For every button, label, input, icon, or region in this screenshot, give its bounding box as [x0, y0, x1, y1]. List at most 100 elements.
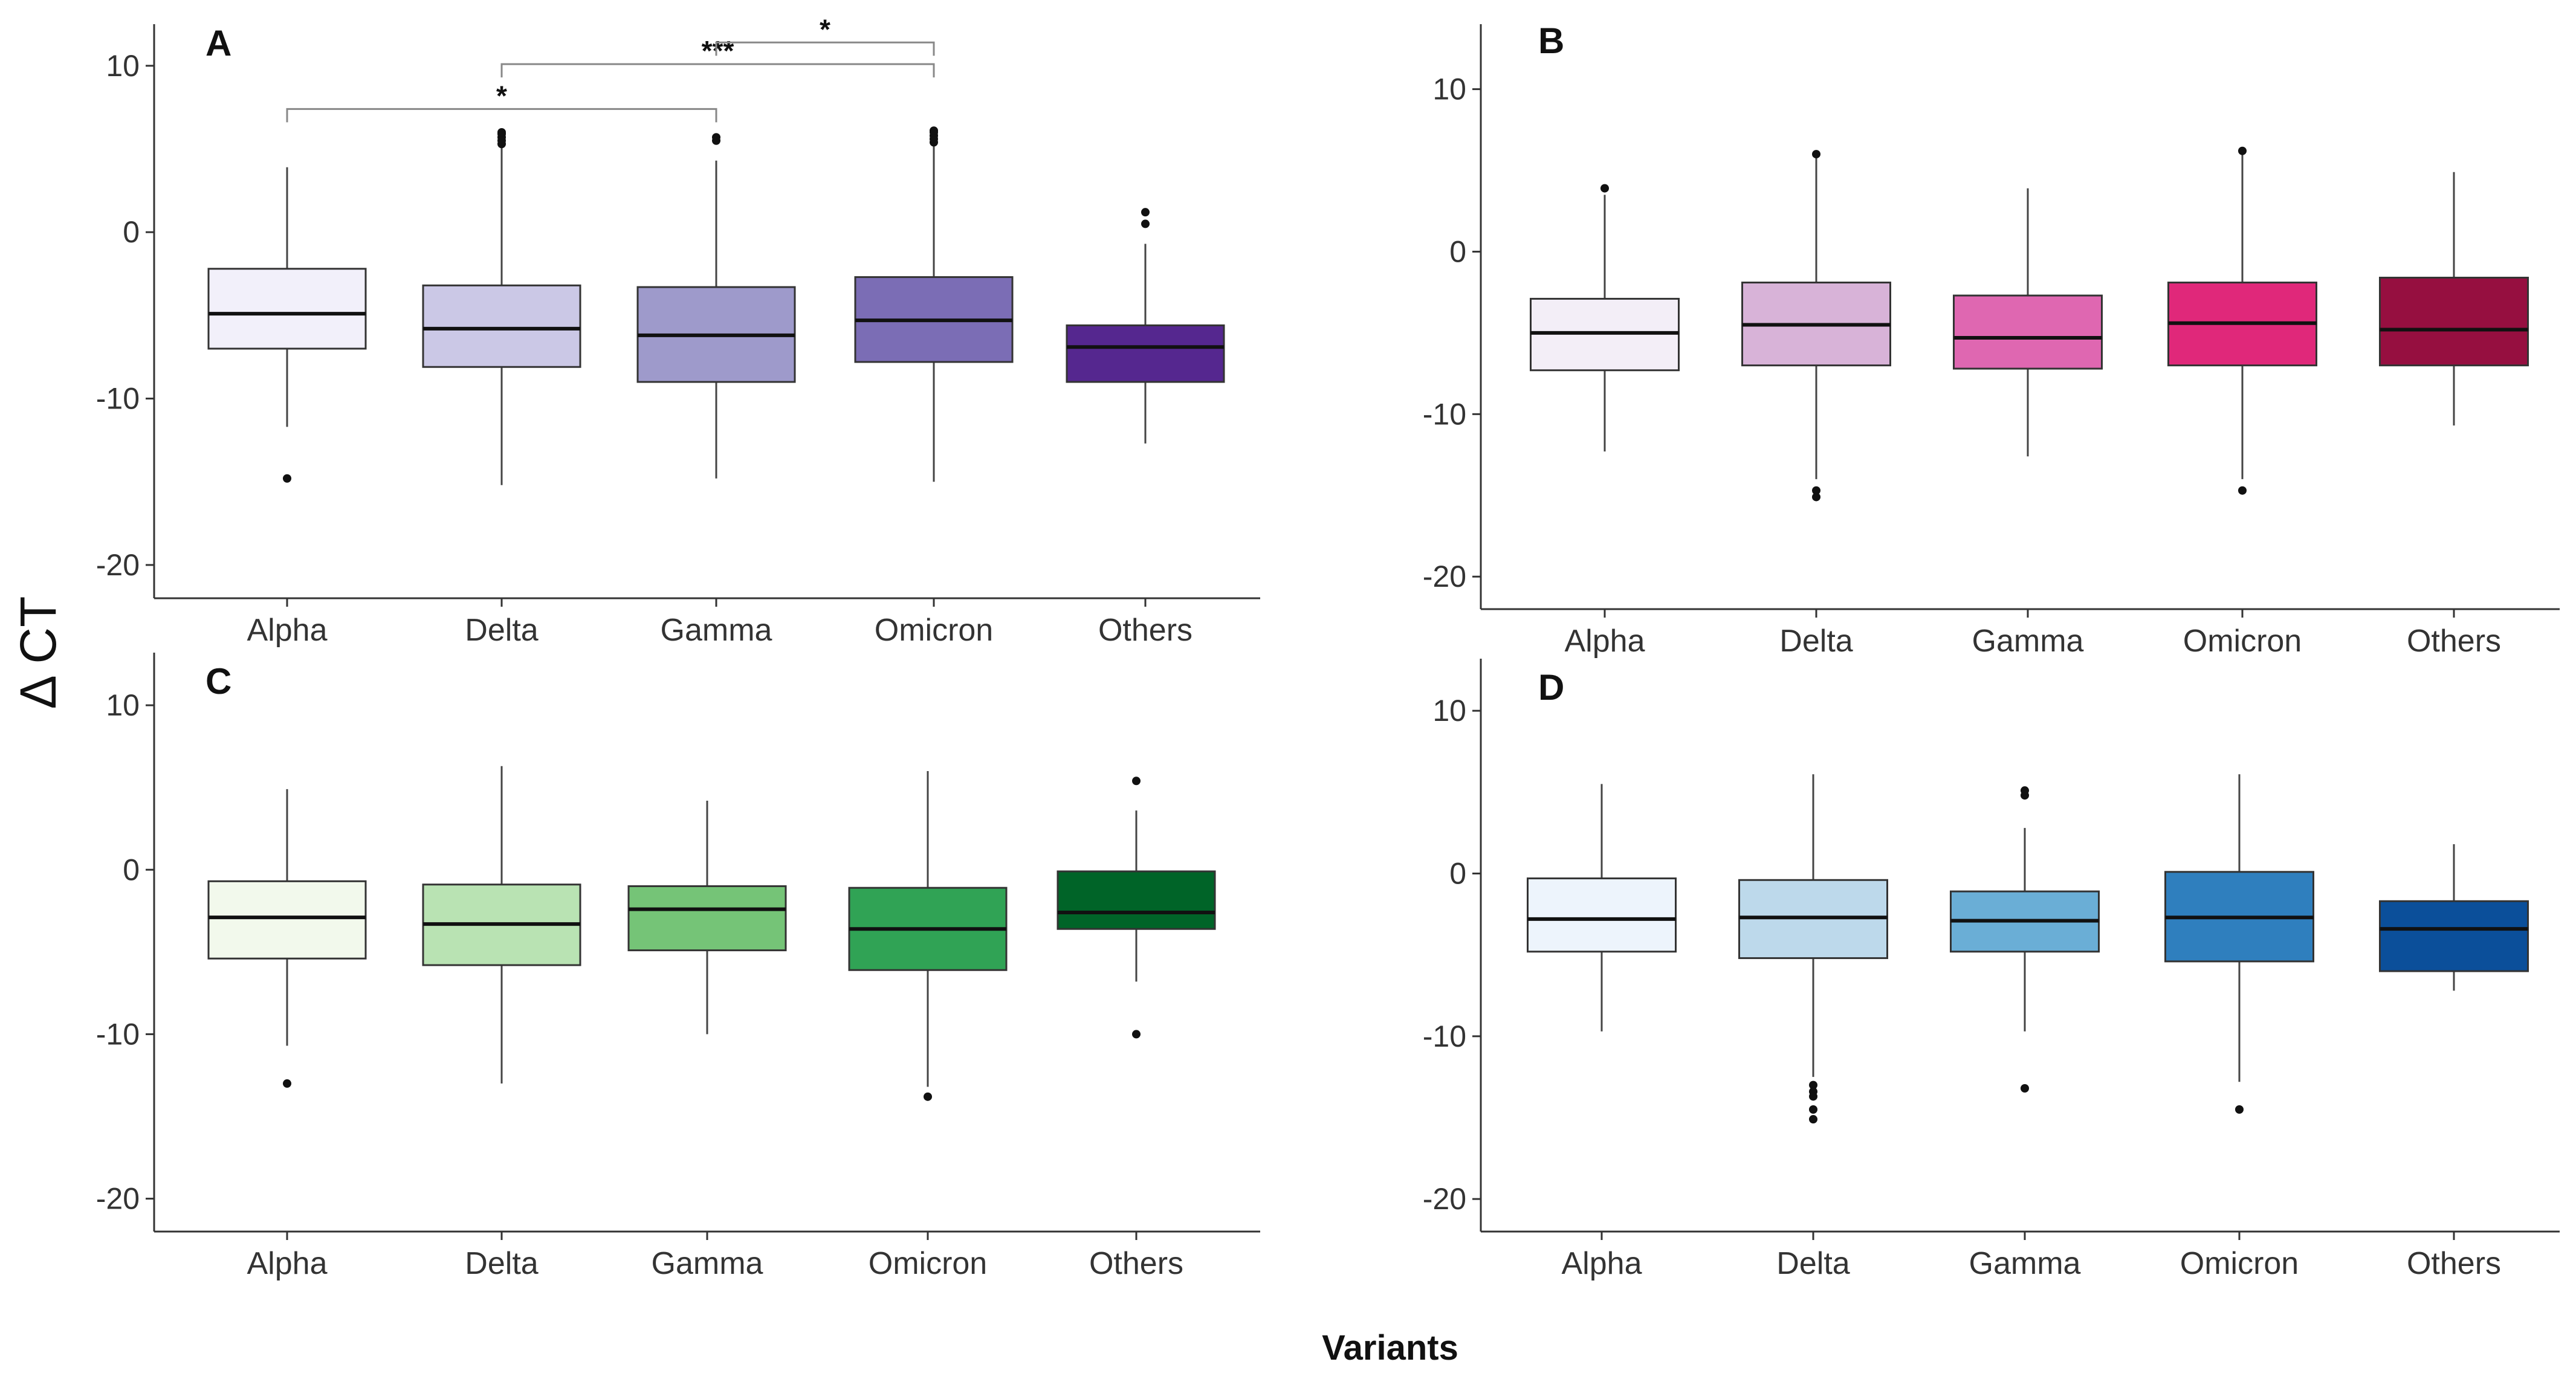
panel-title: C [205, 661, 231, 702]
outlier-point [497, 140, 506, 149]
outlier-point [930, 126, 938, 135]
significance-bracket: *** [500, 35, 935, 78]
box-alpha [207, 167, 367, 483]
box-gamma [1950, 786, 2100, 1093]
box-delta [422, 766, 581, 1084]
iqr-box [1527, 877, 1677, 953]
y-tick-label: -10 [1423, 1019, 1466, 1053]
outlier-point [924, 1092, 932, 1101]
panel-d: 10 0 -10 -20 Alpha Delta Gamma Omicron Others D [1423, 659, 2560, 1281]
y-tick-label: 10 [106, 49, 140, 83]
y-tick-label: -10 [96, 382, 140, 416]
box-others [1066, 208, 1225, 444]
iqr-box [1953, 294, 2103, 370]
x-axis-label: Variants [1322, 1328, 1458, 1368]
y-axis-label: Δ CT [10, 596, 66, 709]
outlier-point [1132, 777, 1141, 786]
outlier-point [2021, 1084, 2029, 1093]
x-tick-label: Others [2407, 1246, 2501, 1281]
y-tick-label: 0 [1449, 857, 1466, 891]
significance-label: * [496, 80, 507, 111]
y-tick-label: -20 [1423, 1182, 1466, 1216]
y-tick-label: -20 [96, 1182, 140, 1216]
y-tick-label: 10 [106, 688, 140, 722]
significance-bracket: * [286, 80, 717, 123]
outlier-point [497, 128, 506, 137]
box-omicron [2167, 146, 2317, 495]
box-alpha [1527, 784, 1677, 1032]
x-tick-label: Omicron [875, 613, 993, 648]
iqr-box [2379, 900, 2529, 972]
box-omicron [854, 126, 1014, 482]
y-tick-label: -20 [96, 548, 140, 582]
iqr-box [627, 885, 787, 952]
box-delta [1738, 774, 1888, 1124]
x-tick-label: Gamma [661, 613, 772, 648]
box-alpha [1530, 184, 1680, 452]
outlier-point [2235, 1105, 2244, 1114]
x-tick-label: Omicron [869, 1246, 987, 1281]
significance-label: * [820, 13, 830, 45]
significance-label: *** [702, 35, 734, 66]
bracket-line [286, 108, 717, 123]
box-omicron [848, 770, 1008, 1101]
outlier-point [2021, 786, 2029, 795]
y-tick-label: 0 [123, 853, 140, 886]
outlier-point [1809, 1115, 1817, 1124]
outlier-point [283, 474, 291, 483]
x-tick-label: Alpha [247, 1246, 328, 1281]
box-others [1057, 777, 1216, 1039]
x-tick-label: Delta [465, 1246, 538, 1281]
y-tick-label: 10 [1432, 694, 1466, 728]
x-tick-label: Gamma [652, 1246, 763, 1281]
bracket-line [500, 63, 935, 78]
panel-c: 10 0 -10 -20 Alpha Delta Gamma Omicron Others C [96, 653, 1260, 1281]
panel-b: 10 0 -10 -20 Alpha Delta Gamma Omicron Others B [1423, 21, 2560, 659]
x-tick-label: Delta [465, 613, 538, 648]
outlier-point [1132, 1030, 1141, 1039]
x-tick-label: Delta [1779, 624, 1853, 659]
x-tick-label: Alpha [247, 613, 328, 648]
iqr-box [1066, 324, 1225, 383]
outlier-point [1141, 208, 1150, 217]
iqr-box [207, 880, 367, 960]
x-tick-label: Omicron [2180, 1246, 2299, 1281]
x-tick-label: Gamma [1969, 1246, 2081, 1281]
iqr-box [207, 268, 367, 350]
outlier-point [1809, 1080, 1817, 1090]
outlier-point [1812, 486, 1820, 495]
panel-title: B [1538, 21, 1564, 61]
iqr-box [1057, 870, 1216, 930]
iqr-box [422, 284, 581, 368]
outlier-point [1812, 150, 1820, 159]
box-gamma [636, 133, 796, 479]
outlier-point [283, 1079, 291, 1088]
box-others [2379, 844, 2529, 991]
outlier-point [1812, 492, 1820, 502]
iqr-box [2379, 276, 2529, 367]
x-tick-label: Alpha [1565, 624, 1645, 659]
box-gamma [627, 800, 787, 1035]
outlier-point [2238, 146, 2247, 155]
outlier-point [1809, 1105, 1817, 1114]
x-tick-label: Others [1098, 613, 1193, 648]
x-tick-label: Gamma [1972, 624, 2084, 659]
outlier-point [712, 133, 720, 142]
bracket-line [715, 41, 935, 56]
y-tick-label: 10 [1432, 73, 1466, 106]
x-tick-label: Delta [1776, 1246, 1849, 1281]
x-tick-label: Others [1089, 1246, 1183, 1281]
y-tick-label: -10 [1423, 397, 1466, 431]
x-tick-label: Alpha [1562, 1246, 1642, 1281]
box-gamma [1953, 188, 2103, 457]
box-delta [1741, 150, 1891, 502]
box-alpha [207, 789, 367, 1088]
outlier-point [1600, 184, 1609, 193]
panel-title: A [205, 23, 231, 63]
box-delta [422, 128, 581, 485]
outlier-point [2238, 486, 2247, 495]
significance-bracket: * [715, 13, 935, 56]
